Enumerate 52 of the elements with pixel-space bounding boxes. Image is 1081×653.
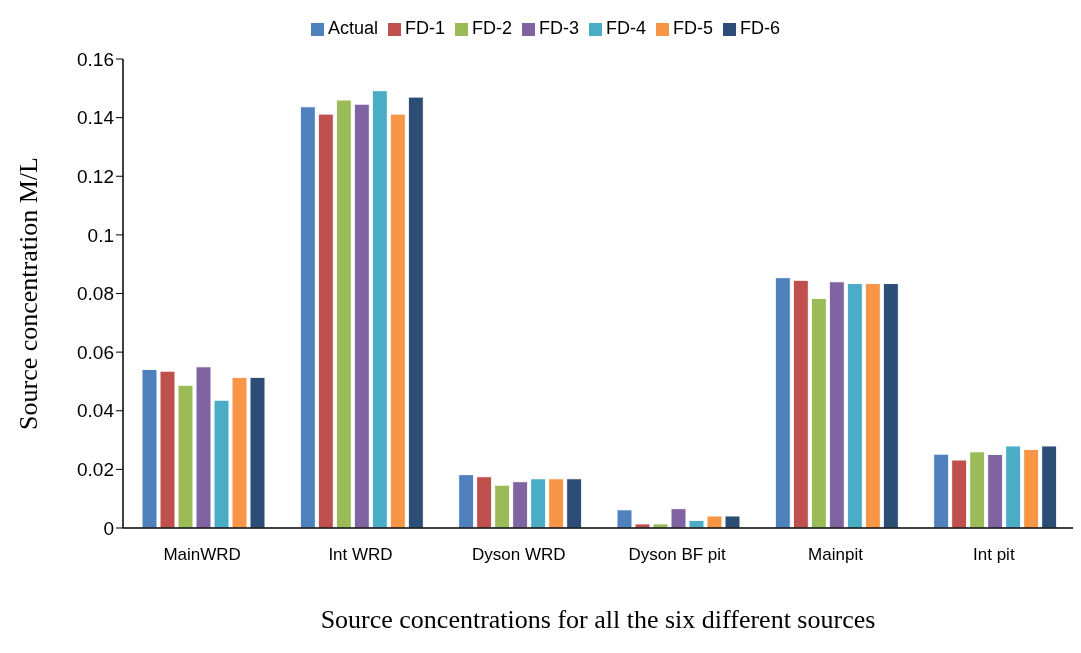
y-tick-label: 0.02 bbox=[77, 459, 114, 481]
bar bbox=[458, 474, 475, 528]
bar bbox=[987, 453, 1004, 528]
x-tick-label: Int pit bbox=[973, 545, 1015, 565]
bar bbox=[951, 459, 968, 528]
legend-label: FD-5 bbox=[673, 18, 714, 38]
bar bbox=[792, 279, 809, 528]
y-tick-label: 0 bbox=[103, 517, 114, 539]
bar bbox=[512, 481, 529, 528]
bar bbox=[299, 106, 316, 528]
y-tick-label: 0.14 bbox=[77, 107, 115, 129]
bar bbox=[566, 478, 583, 528]
y-tick-label: 0.04 bbox=[77, 400, 115, 422]
y-axis-title: Source concentration M/L bbox=[14, 157, 44, 430]
y-tick-label: 0.06 bbox=[77, 341, 114, 363]
bar bbox=[810, 297, 827, 528]
y-tick-label: 0.16 bbox=[77, 48, 114, 70]
y-tick-label: 0.08 bbox=[77, 283, 114, 305]
bar bbox=[1005, 445, 1022, 528]
x-tick-label: Dyson BF pit bbox=[628, 545, 727, 565]
legend-label: FD-1 bbox=[405, 18, 446, 38]
bar bbox=[317, 113, 334, 528]
x-tick-label: Int WRD bbox=[328, 545, 393, 565]
bar bbox=[774, 277, 791, 528]
y-tick-label: 0.1 bbox=[87, 224, 114, 246]
bar bbox=[1041, 445, 1058, 528]
legend-label: FD-4 bbox=[606, 18, 647, 38]
bar bbox=[476, 476, 493, 528]
bar bbox=[864, 283, 881, 528]
legend-label: Actual bbox=[327, 18, 379, 38]
x-axis-title: Source concentrations for all the six different sources bbox=[320, 605, 876, 634]
bar bbox=[371, 90, 388, 528]
x-tick-label: Mainpit bbox=[808, 545, 864, 565]
legend-label: FD-3 bbox=[539, 18, 580, 38]
legend-label: FD-6 bbox=[740, 18, 781, 38]
y-tick-label: 0.12 bbox=[77, 165, 114, 187]
bar bbox=[548, 478, 565, 528]
bar bbox=[353, 103, 370, 528]
bar bbox=[969, 451, 986, 528]
bar bbox=[530, 478, 547, 528]
bar bbox=[335, 99, 352, 528]
bar bbox=[494, 484, 511, 528]
bar bbox=[389, 113, 406, 528]
x-tick-label: MainWRD bbox=[163, 545, 241, 565]
bar bbox=[828, 281, 845, 528]
bar bbox=[846, 283, 863, 528]
bar bbox=[933, 453, 950, 528]
x-tick-label: Dyson WRD bbox=[472, 545, 566, 565]
bar bbox=[1023, 448, 1040, 528]
bar bbox=[882, 283, 899, 528]
legend-label: FD-2 bbox=[472, 18, 513, 38]
bar bbox=[407, 96, 424, 528]
